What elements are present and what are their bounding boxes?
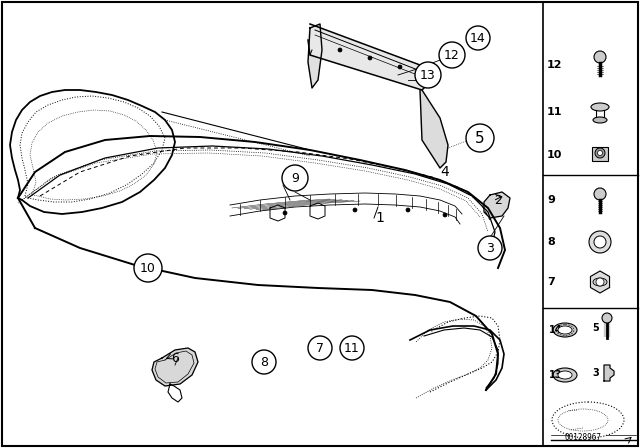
Text: 10: 10 <box>547 150 563 160</box>
Polygon shape <box>604 365 614 381</box>
Text: 8: 8 <box>260 356 268 369</box>
Circle shape <box>478 236 502 260</box>
Text: 4: 4 <box>440 165 449 179</box>
Text: 5: 5 <box>592 323 599 333</box>
Circle shape <box>466 26 490 50</box>
Circle shape <box>595 148 605 158</box>
Circle shape <box>466 124 494 152</box>
Text: 7: 7 <box>547 277 555 287</box>
Circle shape <box>340 336 364 360</box>
Ellipse shape <box>593 117 607 123</box>
Circle shape <box>398 65 402 69</box>
Ellipse shape <box>558 326 572 334</box>
Circle shape <box>594 236 606 248</box>
Polygon shape <box>484 192 510 218</box>
Circle shape <box>353 208 357 212</box>
Polygon shape <box>152 348 198 386</box>
Text: 14: 14 <box>549 325 563 335</box>
Text: 9: 9 <box>547 195 555 205</box>
Ellipse shape <box>552 402 624 438</box>
Text: 13: 13 <box>420 69 436 82</box>
Text: 12: 12 <box>444 48 460 61</box>
Ellipse shape <box>553 323 577 337</box>
Text: 3: 3 <box>592 368 599 378</box>
Circle shape <box>282 165 308 191</box>
Ellipse shape <box>553 368 577 382</box>
Text: 11: 11 <box>344 341 360 354</box>
Text: 5: 5 <box>475 130 485 146</box>
Bar <box>592 147 608 161</box>
Polygon shape <box>308 24 322 88</box>
Text: 2: 2 <box>494 194 502 207</box>
Circle shape <box>443 213 447 217</box>
Text: 13: 13 <box>549 370 563 380</box>
Text: 00128967: 00128967 <box>564 433 602 442</box>
Ellipse shape <box>558 371 572 379</box>
Text: 11: 11 <box>547 107 563 117</box>
Circle shape <box>252 350 276 374</box>
Circle shape <box>602 313 612 323</box>
Circle shape <box>596 278 604 286</box>
Circle shape <box>368 56 372 60</box>
Text: 14: 14 <box>470 31 486 44</box>
Circle shape <box>594 188 606 200</box>
Text: 8: 8 <box>547 237 555 247</box>
Circle shape <box>415 62 441 88</box>
Text: 9: 9 <box>291 172 299 185</box>
Circle shape <box>308 336 332 360</box>
Circle shape <box>338 48 342 52</box>
Circle shape <box>439 42 465 68</box>
Text: 12: 12 <box>547 60 563 70</box>
Ellipse shape <box>593 278 607 286</box>
Polygon shape <box>591 271 609 293</box>
Polygon shape <box>420 90 448 168</box>
Circle shape <box>598 151 602 155</box>
Text: 3: 3 <box>486 241 494 254</box>
Circle shape <box>134 254 162 282</box>
Polygon shape <box>308 24 432 90</box>
Circle shape <box>589 231 611 253</box>
Text: 7: 7 <box>316 341 324 354</box>
Text: 1: 1 <box>376 211 385 225</box>
Text: 6: 6 <box>171 352 179 365</box>
Ellipse shape <box>591 103 609 111</box>
Circle shape <box>406 208 410 212</box>
Circle shape <box>594 51 606 63</box>
Text: 10: 10 <box>140 262 156 275</box>
Circle shape <box>283 211 287 215</box>
